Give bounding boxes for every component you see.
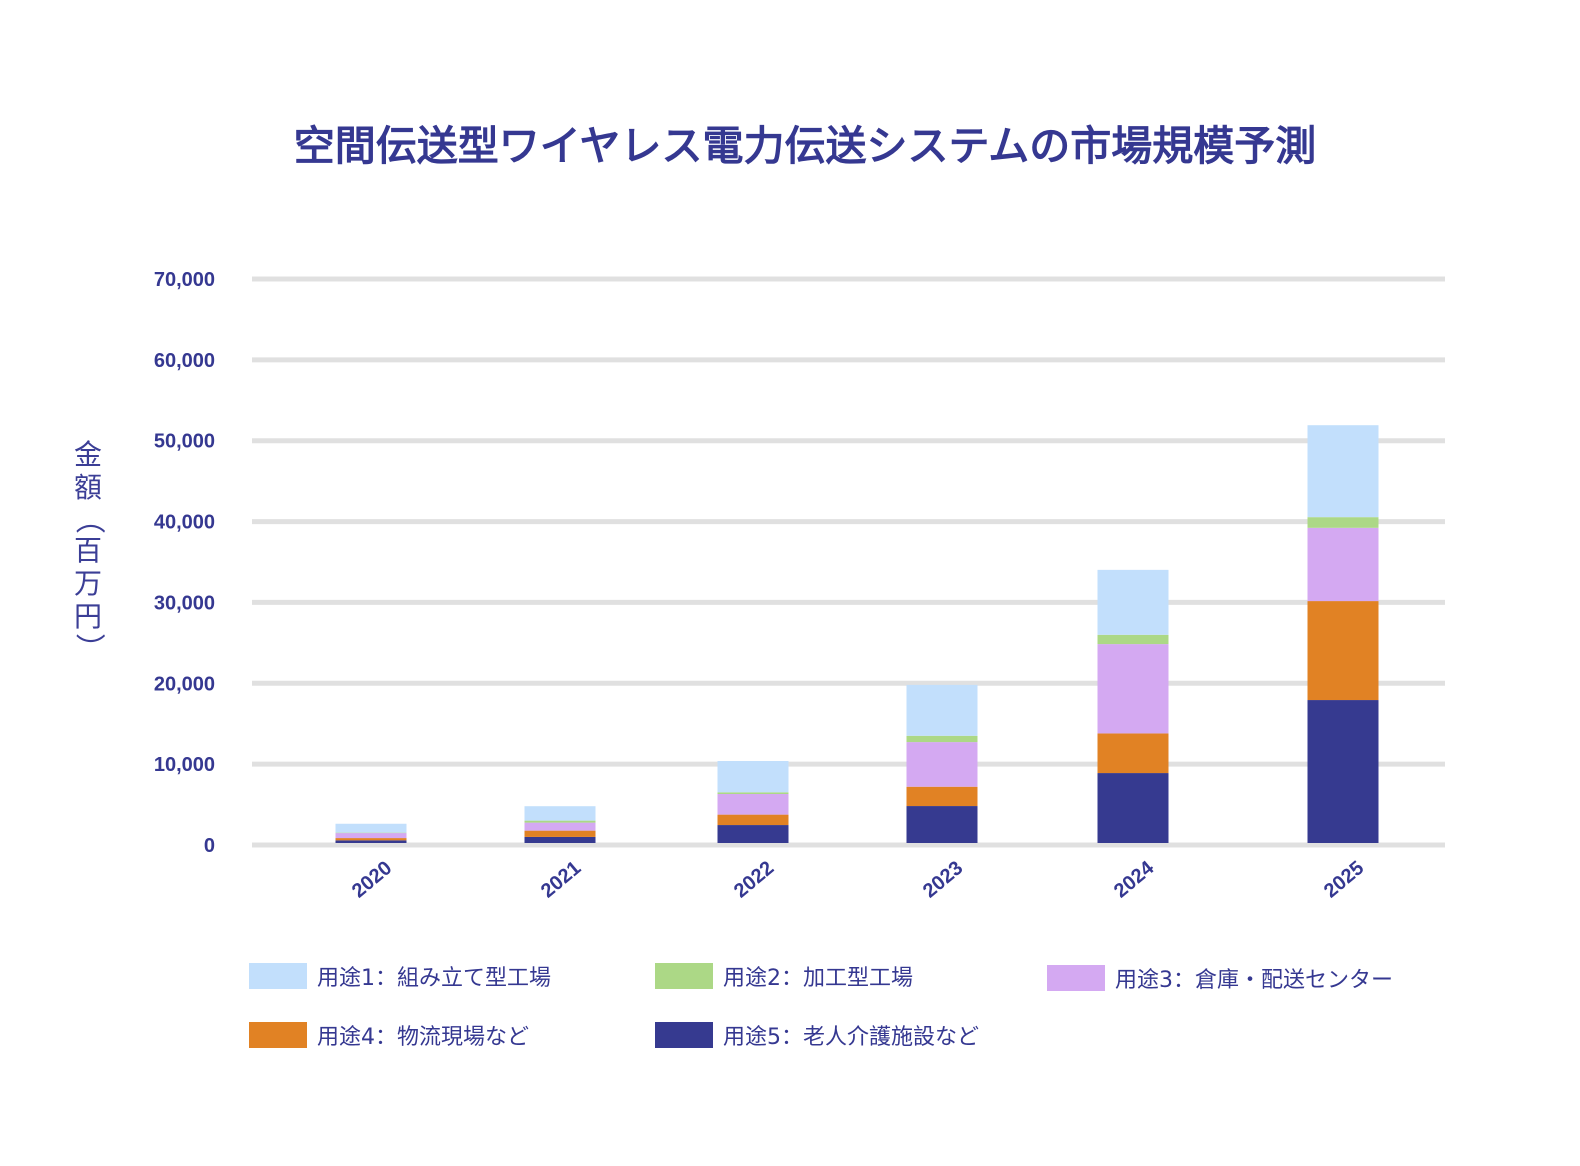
y-tick-label: 50,000 xyxy=(154,431,215,453)
legend-label: 用途1：組み立て型工場 xyxy=(317,966,551,991)
bars xyxy=(335,425,1379,843)
bar-segment xyxy=(524,822,596,831)
bar-segment xyxy=(717,825,789,843)
y-tick-label: 40,000 xyxy=(154,512,215,534)
y-axis-label: 金額（百万円） xyxy=(66,438,110,663)
chart-title: 空間伝送型ワイヤレス電力伝送システムの市場規模予測 xyxy=(293,122,1317,170)
legend-swatch xyxy=(1047,965,1105,991)
legend-label: 用途2：加工型工場 xyxy=(723,966,913,991)
bar-segment xyxy=(717,794,789,815)
y-tick-label: 0 xyxy=(204,835,215,857)
x-tick-label: 2024 xyxy=(1110,856,1159,902)
bar-segment xyxy=(906,742,978,787)
bar-segment xyxy=(1097,644,1169,734)
legend-item: 用途4：物流現場など xyxy=(249,1021,529,1050)
x-tick-label: 2025 xyxy=(1320,857,1368,902)
bar-segment xyxy=(906,735,978,743)
y-tick-label: 30,000 xyxy=(154,592,215,614)
bar-stack-2020 xyxy=(335,823,407,843)
bar-segment xyxy=(1307,700,1379,843)
y-axis-label-char: 円 xyxy=(73,600,102,633)
legend-item: 用途2：加工型工場 xyxy=(655,962,913,991)
y-tick-label: 10,000 xyxy=(154,754,215,776)
bar-segment xyxy=(717,792,789,795)
bar-segment xyxy=(906,684,978,736)
bar-stack-2023 xyxy=(906,684,978,843)
x-axis-ticks: 2020 2021 2022 2023 2024 2025 xyxy=(348,856,1368,902)
legend-item: 用途5：老人介護施設など xyxy=(655,1021,979,1050)
bar-stack-2021 xyxy=(524,806,596,843)
legend-item: 用途1：組み立て型工場 xyxy=(249,962,551,991)
legend-swatch xyxy=(655,963,713,989)
bar-segment xyxy=(524,836,596,843)
x-tick-label: 2022 xyxy=(730,857,778,902)
x-tick-label: 2021 xyxy=(537,857,585,902)
x-tick-label: 2020 xyxy=(348,857,396,902)
legend-item: 用途3：倉庫・配送センター xyxy=(1047,964,1393,993)
gridlines xyxy=(252,276,1445,848)
y-axis-label-char: 万 xyxy=(73,567,102,600)
y-axis-label-char: 百 xyxy=(73,534,102,567)
bar-segment xyxy=(524,830,596,837)
bar-segment xyxy=(717,814,789,826)
bar-segment xyxy=(524,820,596,823)
bar-segment xyxy=(335,838,407,841)
bar-segment xyxy=(1307,601,1379,701)
bar-stack-2024 xyxy=(1097,569,1169,843)
bar-segment xyxy=(524,806,596,821)
bar-segment xyxy=(906,806,978,843)
bar-stack-2022 xyxy=(717,761,789,843)
bar-segment xyxy=(335,823,407,833)
bar-segment xyxy=(1307,517,1379,528)
bar-segment xyxy=(335,840,407,843)
bar-stack-2025 xyxy=(1307,425,1379,843)
y-axis-label-char: 金 xyxy=(73,438,102,471)
bar-segment xyxy=(1097,569,1169,635)
y-tick-label: 20,000 xyxy=(154,673,215,695)
legend-label: 用途5：老人介護施設など xyxy=(723,1025,979,1050)
legend-swatch xyxy=(249,1022,307,1048)
y-tick-label: 60,000 xyxy=(154,350,215,372)
y-axis-label-char: 額 xyxy=(73,471,102,504)
bar-segment xyxy=(1307,425,1379,518)
legend-swatch xyxy=(655,1022,713,1048)
y-tick-label: 70,000 xyxy=(154,269,215,291)
bar-segment xyxy=(717,761,789,793)
bar-segment xyxy=(906,786,978,807)
legend-label: 用途3：倉庫・配送センター xyxy=(1115,968,1393,993)
bar-segment xyxy=(1307,527,1379,602)
bar-segment xyxy=(1097,733,1169,774)
bar-segment xyxy=(1097,773,1169,843)
legend-label: 用途4：物流現場など xyxy=(317,1025,529,1050)
y-axis-ticks: 0 10,000 20,000 30,000 40,000 50,000 60,000 70,… xyxy=(154,269,215,857)
legend-swatch xyxy=(249,963,307,989)
bar-segment xyxy=(335,833,407,839)
bar-segment xyxy=(1097,634,1169,645)
x-tick-label: 2023 xyxy=(919,857,967,902)
